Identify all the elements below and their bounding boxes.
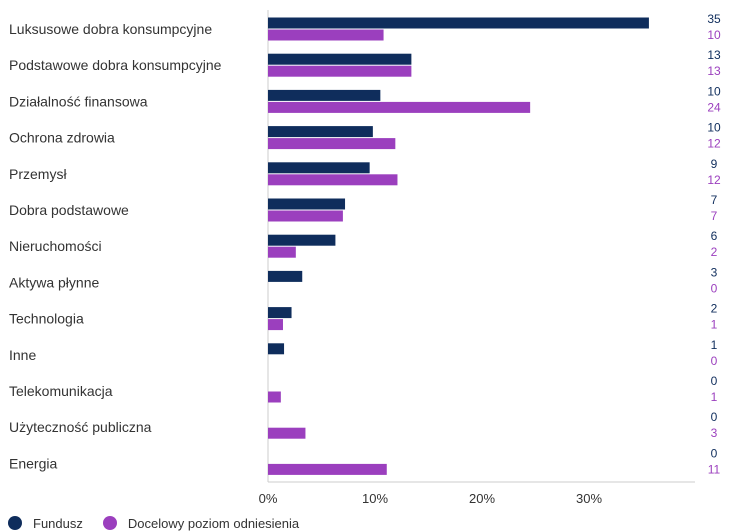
category-label: Luksusowe dobra konsumpcyjne: [9, 21, 212, 37]
category-label: Aktywa płynne: [9, 274, 99, 290]
value-label-fund: 0: [711, 446, 718, 460]
category-label: Energia: [9, 455, 57, 471]
bar-fund: [268, 126, 373, 138]
legend-item-fund: Fundusz: [8, 516, 83, 531]
value-label-benchmark: 13: [707, 64, 721, 78]
bar-benchmark: [268, 391, 281, 403]
bar-chart: Luksusowe dobra konsumpcyjne Podstawowe d…: [9, 10, 721, 506]
value-label-fund: 0: [711, 374, 718, 388]
value-label-benchmark: 12: [707, 173, 721, 187]
legend-item-benchmark: Docelowy poziom odniesienia: [102, 515, 300, 531]
category-label: Podstawowe dobra konsumpcyjne: [9, 57, 222, 73]
value-label-benchmark: 1: [711, 390, 718, 404]
category-label: Inne: [9, 347, 36, 363]
bar-fund: [268, 343, 285, 355]
category-label: Nieruchomości: [9, 238, 102, 254]
bar-fund: [268, 53, 412, 65]
category-label: Technologia: [9, 311, 84, 327]
legend-label-benchmark: Docelowy poziom odniesienia: [127, 515, 300, 531]
bar-benchmark: [268, 463, 387, 475]
value-label-benchmark: 2: [711, 245, 718, 259]
value-label-benchmark: 11: [708, 462, 721, 476]
legend-swatch-fund: [8, 516, 22, 530]
x-tick-label: 30%: [576, 491, 602, 506]
value-label-benchmark: 10: [707, 28, 721, 42]
x-tick-label: 20%: [469, 491, 495, 506]
legend-swatch-benchmark: [102, 516, 117, 530]
category-label: Działalność finansowa: [9, 93, 148, 109]
bar-benchmark: [268, 246, 296, 258]
bar-fund: [268, 270, 303, 282]
bar-fund: [268, 162, 370, 174]
bar-fund: [268, 198, 346, 210]
value-label-fund: 6: [711, 229, 718, 243]
value-label-fund: 2: [711, 302, 718, 316]
value-label-benchmark: 7: [711, 209, 718, 223]
bar-fund: [268, 17, 649, 29]
value-label-fund: 3: [711, 265, 718, 279]
bar-benchmark: [268, 138, 396, 150]
value-label-benchmark: 12: [707, 137, 721, 151]
bar-fund: [268, 89, 381, 101]
x-tick-label: 0%: [259, 491, 278, 506]
value-label-benchmark: 0: [711, 281, 718, 295]
bar-benchmark: [268, 65, 412, 77]
value-label-benchmark: 1: [711, 318, 718, 332]
legend-label-fund: Fundusz: [33, 515, 83, 531]
value-label-fund: 10: [707, 121, 721, 135]
bar-benchmark: [268, 29, 384, 41]
bar-fund: [268, 234, 336, 246]
bar-benchmark: [268, 319, 283, 331]
value-label-fund: 10: [707, 84, 721, 98]
category-label: Przemysł: [9, 166, 67, 182]
bar-benchmark: [268, 210, 343, 222]
category-label: Telekomunikacja: [9, 383, 113, 399]
value-label-benchmark: 3: [711, 426, 718, 440]
bar-benchmark: [268, 174, 398, 186]
value-label-fund: 7: [711, 193, 718, 207]
value-label-benchmark: 0: [711, 354, 718, 368]
value-label-benchmark: 24: [707, 100, 721, 114]
value-label-fund: 0: [711, 410, 718, 424]
bar-fund: [268, 307, 292, 319]
x-tick-label: 10%: [362, 491, 388, 506]
value-label-fund: 13: [707, 48, 721, 62]
category-label: Dobra podstawowe: [9, 202, 129, 218]
value-label-fund: 9: [711, 157, 718, 171]
value-label-fund: 1: [711, 338, 718, 352]
bar-benchmark: [268, 427, 306, 439]
category-label: Użyteczność publiczna: [9, 419, 152, 435]
value-label-fund: 35: [707, 12, 721, 26]
bar-benchmark: [268, 101, 531, 113]
category-label: Ochrona zdrowia: [9, 130, 115, 146]
legend: Fundusz Docelowy poziom odniesienia: [8, 515, 319, 531]
